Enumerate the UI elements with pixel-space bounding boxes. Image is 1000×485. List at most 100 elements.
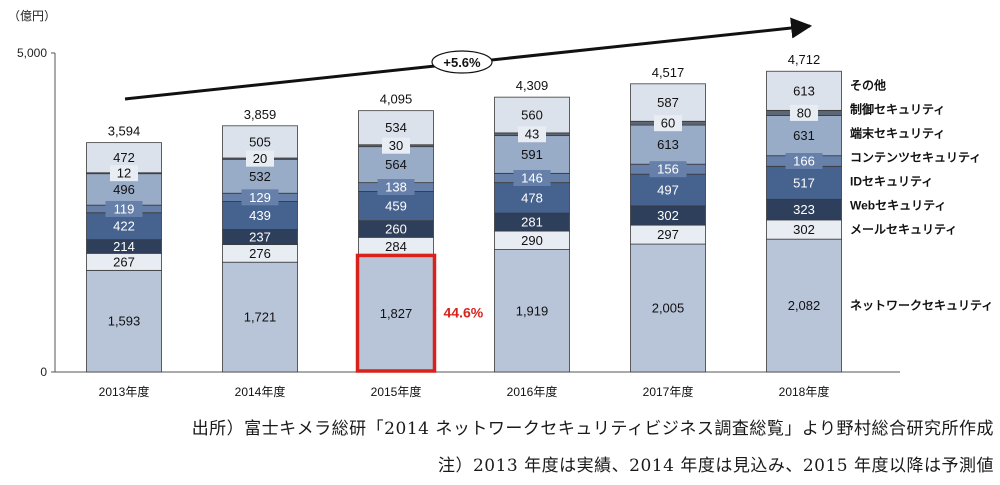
bar-total-label: 4,517 xyxy=(652,65,685,80)
segment-value-label: 290 xyxy=(521,233,543,248)
legend-entry: IDセキュリティ xyxy=(850,175,933,189)
segment-value-label: 12 xyxy=(117,166,131,181)
x-tick-label: 2015年度 xyxy=(371,384,422,399)
legend-entry: その他 xyxy=(850,78,886,93)
segment-value-label: 80 xyxy=(797,105,811,120)
x-tick-label: 2018年度 xyxy=(779,384,830,399)
segment-value-label: 166 xyxy=(793,154,815,169)
highlight-box xyxy=(355,253,437,373)
segment-value-label: 214 xyxy=(113,239,135,254)
segment-value-label: 323 xyxy=(793,202,815,217)
segment-value-label: 1,919 xyxy=(516,303,549,318)
segment-value-label: 472 xyxy=(113,150,135,165)
segment-value-label: 20 xyxy=(253,151,267,166)
segment-value-label: 2,005 xyxy=(652,301,685,316)
segment-value-label: 439 xyxy=(249,208,271,223)
bar-segment xyxy=(358,191,434,222)
x-tick-label: 2016年度 xyxy=(507,384,558,399)
legend-entry: メールセキュリティ xyxy=(850,223,957,237)
bar-segment xyxy=(358,255,434,373)
legend-entry: コンテンツセキュリティ xyxy=(850,151,981,165)
bar-segment xyxy=(766,165,842,200)
bar-segment xyxy=(86,212,162,241)
segment-value-label: 478 xyxy=(521,190,543,205)
segment-value-label: 30 xyxy=(389,138,403,153)
segment-value-label: 459 xyxy=(385,199,407,214)
y-axis-unit: （億円） xyxy=(8,9,56,23)
segment-label-box xyxy=(377,179,415,196)
x-tick-label: 2017年度 xyxy=(643,384,694,399)
segment-value-label: 276 xyxy=(249,246,271,261)
bar-segment xyxy=(630,124,706,165)
segment-value-label: 2,082 xyxy=(788,298,821,313)
segment-value-label: 560 xyxy=(521,108,543,123)
segment-label-box xyxy=(105,200,143,217)
segment-value-label: 138 xyxy=(385,180,407,195)
segment-value-label: 146 xyxy=(521,170,543,185)
segment-label-box xyxy=(654,115,682,132)
source-note: 出所）富士キメラ総研「2014 ネットワークセキュリティビジネス調査総覧」より野… xyxy=(191,419,994,439)
segment-value-label: 532 xyxy=(249,169,271,184)
x-tick-label: 2014年度 xyxy=(235,384,286,399)
bar-segment xyxy=(222,261,298,373)
cagr-badge xyxy=(431,50,493,74)
segment-label-box xyxy=(785,153,823,170)
bar-segment xyxy=(630,83,706,122)
segment-value-label: 260 xyxy=(385,222,407,237)
y-tick-label: 5,000 xyxy=(17,46,47,60)
bar-segment xyxy=(766,238,842,373)
segment-label-box xyxy=(649,161,687,178)
segment-label-box xyxy=(790,104,818,121)
segment-value-label: 1,721 xyxy=(244,310,277,325)
segment-value-label: 1,827 xyxy=(380,306,413,321)
segment-label-box xyxy=(518,126,546,143)
segment-value-label: 267 xyxy=(113,254,135,269)
segment-value-label: 517 xyxy=(793,175,815,190)
segment-value-label: 302 xyxy=(657,208,679,223)
bar-total-label: 4,309 xyxy=(516,78,549,93)
bar-total-label: 3,594 xyxy=(108,124,141,139)
footnote: 注）2013 年度は実績、2014 年度は見込み、2015 年度以降は予測値 xyxy=(437,456,994,476)
bar-segment xyxy=(766,70,842,111)
segment-value-label: 281 xyxy=(521,215,543,230)
segment-label-box xyxy=(241,189,279,206)
segment-value-label: 302 xyxy=(793,222,815,237)
y-tick-label: 0 xyxy=(40,365,47,379)
segment-value-label: 156 xyxy=(657,162,679,177)
legend-entry: 制御セキュリティ xyxy=(850,102,945,117)
segment-label-box xyxy=(110,165,138,182)
segment-value-label: 505 xyxy=(249,134,271,149)
cagr-label: +5.6% xyxy=(443,55,481,70)
segment-label-box xyxy=(513,169,551,186)
segment-label-box xyxy=(246,150,274,167)
segment-label-box xyxy=(382,137,410,154)
segment-value-label: 613 xyxy=(793,83,815,98)
segment-value-label: 60 xyxy=(661,116,675,131)
segment-value-label: 422 xyxy=(113,219,135,234)
segment-value-label: 534 xyxy=(385,120,407,135)
highlight-share-label: 44.6% xyxy=(444,305,484,321)
bar-segment xyxy=(494,249,570,373)
segment-value-label: 587 xyxy=(657,95,679,110)
bar-total-label: 3,859 xyxy=(244,107,277,122)
legend-entry: ネットワークセキュリティ xyxy=(850,299,993,313)
bar-segment xyxy=(86,269,162,373)
segment-value-label: 631 xyxy=(793,128,815,143)
bar-segment xyxy=(630,173,706,207)
segment-value-label: 297 xyxy=(657,227,679,242)
segment-value-label: 43 xyxy=(525,127,539,142)
segment-value-label: 284 xyxy=(385,239,407,254)
segment-value-label: 496 xyxy=(113,182,135,197)
x-tick-label: 2013年度 xyxy=(99,384,150,399)
bar-total-label: 4,095 xyxy=(380,92,413,107)
segment-value-label: 564 xyxy=(385,157,407,172)
segment-value-label: 129 xyxy=(249,190,271,205)
segment-value-label: 591 xyxy=(521,147,543,162)
segment-value-label: 613 xyxy=(657,137,679,152)
segment-value-label: 497 xyxy=(657,183,679,198)
segment-value-label: 237 xyxy=(249,230,271,245)
legend-entry: 端末セキュリティ xyxy=(850,126,945,141)
segment-value-label: 1,593 xyxy=(108,314,141,329)
segment-value-label: 119 xyxy=(114,201,135,216)
